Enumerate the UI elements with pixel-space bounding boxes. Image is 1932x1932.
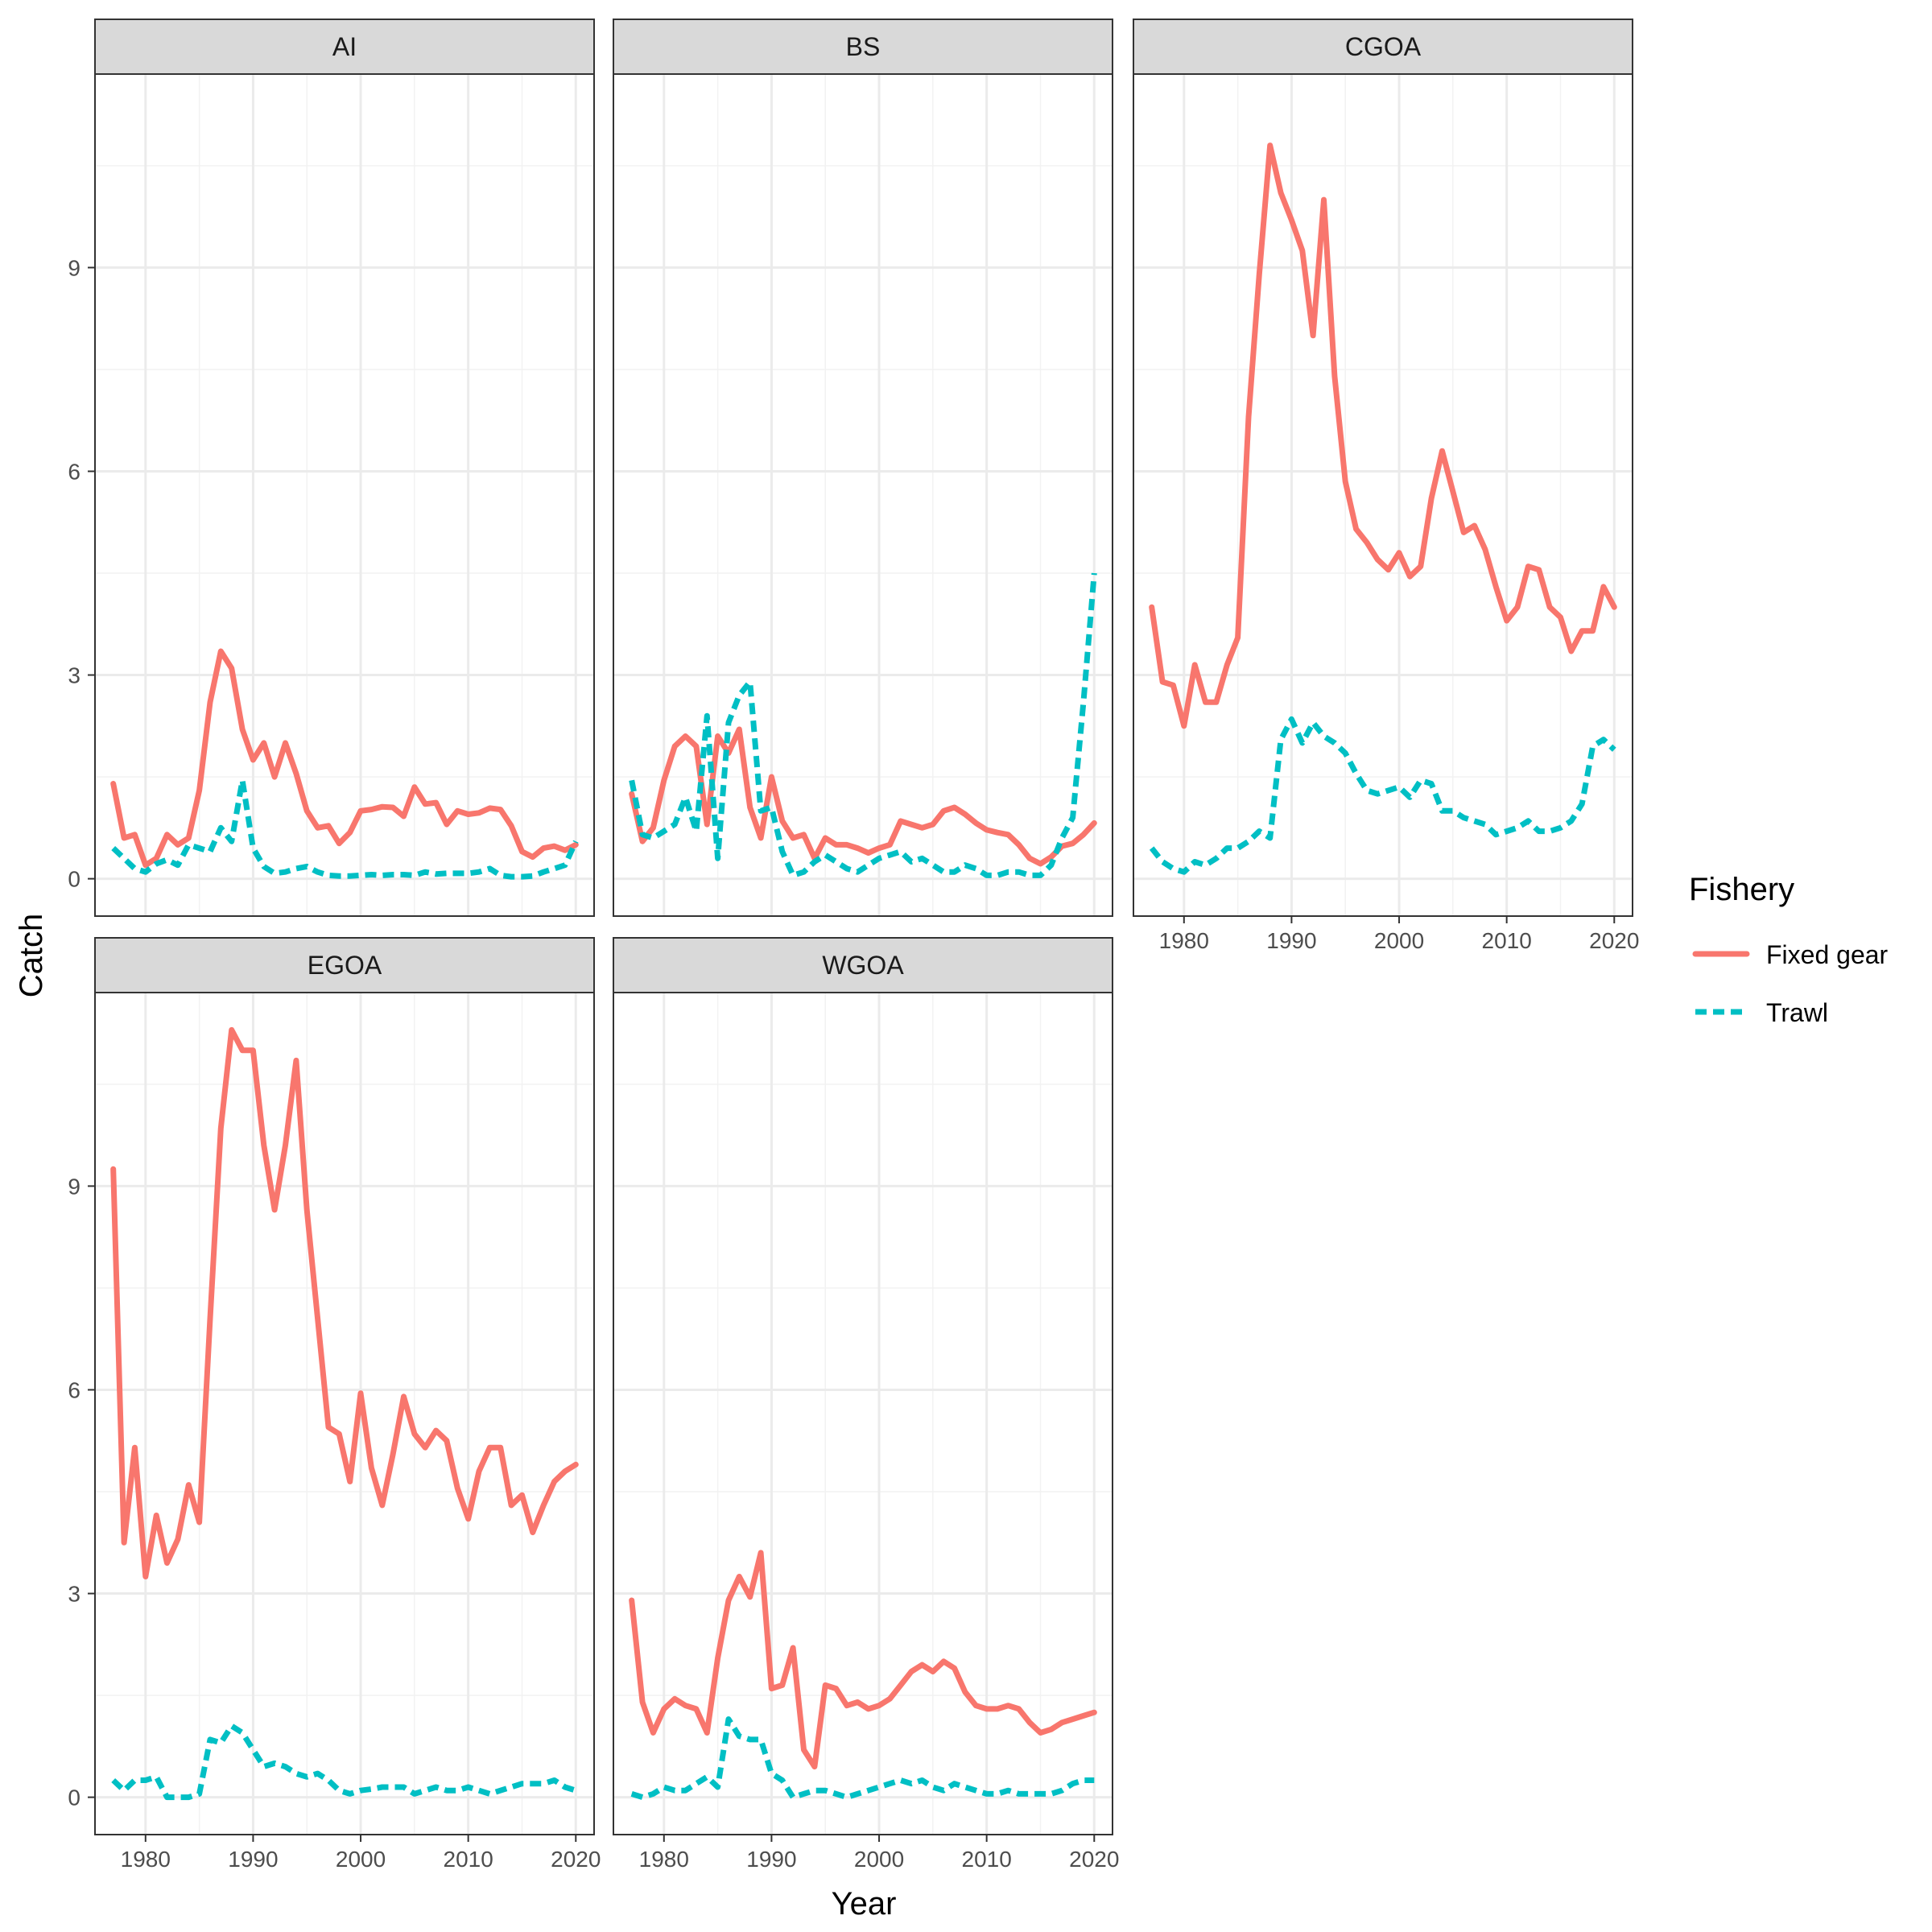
panel-border-wgoa [613,992,1113,1835]
y-tick-label: 6 [68,1377,80,1402]
strip-bs [613,19,1113,75]
strip-label-ai: AI [332,32,357,61]
panel-border-cgoa [1133,73,1633,917]
plot-area-egoa [95,993,594,1835]
y-tick-label: 0 [68,1785,80,1810]
x-tick-label: 1990 [228,1847,278,1872]
x-tick-label: 1990 [746,1847,796,1872]
y-tick-label: 9 [68,1174,80,1199]
x-tick-label: 2020 [1589,928,1639,953]
legend-label-trawl: Trawl [1766,998,1828,1027]
series-bs-fixed-gear [629,726,1097,867]
plot-area-wgoa [613,993,1113,1835]
panel-egoa: EGOA 1980 1990 2000 2010 2020 0 3 6 9 [68,937,601,1872]
series-wgoa-fixed-gear [629,1550,1097,1770]
x-tick-label: 2000 [854,1847,904,1872]
strip-label-cgoa: CGOA [1345,32,1422,61]
series-cgoa-trawl [1149,716,1616,875]
plot-area-ai [95,74,594,916]
y-tick-label: 6 [68,459,80,484]
legend-title: Fishery [1689,872,1794,907]
strip-label-egoa: EGOA [308,951,382,980]
plot-area-cgoa [1133,74,1633,916]
x-tick-label: 2000 [336,1847,386,1872]
x-tick-label: 2010 [962,1847,1012,1872]
x-tick-label: 1980 [639,1847,689,1872]
panel-ai: AI 0 3 6 9 [68,19,595,917]
panel-border-ai [94,73,595,917]
strip-wgoa [613,937,1113,993]
strip-label-wgoa: WGOA [822,951,904,980]
strip-ai [94,19,595,75]
y-tick-label: 0 [68,867,80,892]
legend-label-fixed-gear: Fixed gear [1766,940,1889,969]
panel-cgoa: CGOA 1980 1990 2000 2010 2020 [1133,19,1639,953]
panels-layer: AI 0 3 6 9 BS CGOA 1980 1990 2000 2010 2020 EGOA 1980… [68,19,1639,1872]
x-tick-label: 2000 [1374,928,1424,953]
series-egoa-fixed-gear [110,1026,579,1579]
panel-bs: BS [613,19,1113,917]
x-tick-label: 2020 [1069,1847,1119,1872]
legend: Fishery Fixed gear Trawl [1689,872,1889,1027]
x-tick-label: 2020 [551,1847,601,1872]
y-tick-label: 3 [68,1582,80,1607]
strip-egoa [94,937,595,993]
x-tick-label: 2010 [444,1847,493,1872]
x-tick-label: 1980 [121,1847,171,1872]
strip-label-bs: BS [846,32,881,61]
y-tick-label: 3 [68,663,80,688]
x-tick-label: 1980 [1159,928,1209,953]
panel-border-bs [613,73,1113,917]
series-wgoa-trawl [630,1716,1095,1801]
panel-border-egoa [94,992,595,1835]
panel-wgoa: WGOA 1980 1990 2000 2010 2020 [613,937,1119,1872]
y-tick-label: 9 [68,255,80,280]
series-ai-fixed-gear [110,648,579,869]
y-axis-title: Catch [14,914,49,998]
x-axis-title: Year [832,1886,897,1922]
series-bs-trawl [629,572,1097,878]
plot-area-bs [613,74,1113,916]
series-cgoa-fixed-gear [1149,142,1617,729]
x-tick-label: 2010 [1482,928,1532,953]
strip-cgoa [1133,19,1633,75]
x-tick-label: 1990 [1266,928,1316,953]
series-egoa-trawl [111,1723,577,1801]
